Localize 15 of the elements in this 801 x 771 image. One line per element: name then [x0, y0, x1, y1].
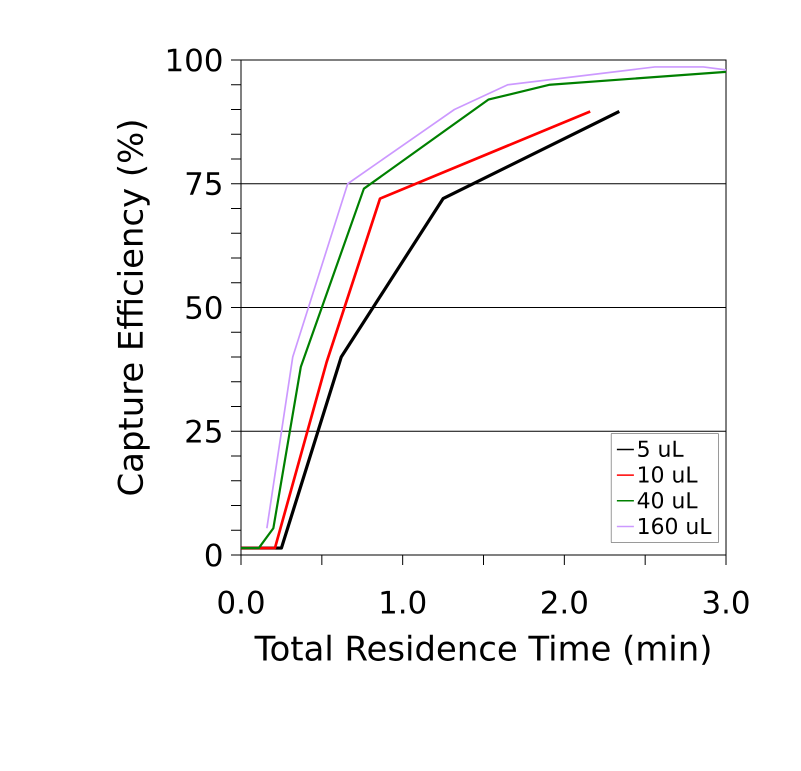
legend-label: 160 uL	[639, 518, 712, 534]
y-tick-label: 75	[186, 172, 221, 196]
x-tick-label: 3.0	[704, 590, 749, 614]
legend-label: 5 uL	[638, 440, 684, 458]
x-tick-label: 1.0	[382, 590, 426, 614]
x-tick-label: 2.0	[542, 590, 587, 614]
y-tick-label: 50	[186, 296, 222, 320]
x-axis-title: Total Residence Time (min)	[254, 634, 710, 665]
legend-label: 40 uL	[638, 492, 698, 509]
legend-label: 10 uL	[639, 466, 698, 483]
y-tick-label: 25	[186, 420, 221, 443]
x-tick-label: 0.0	[218, 590, 264, 614]
y-axis-title: Capture Efficiency (%)	[116, 121, 150, 495]
y-tick-label: 100	[168, 48, 222, 72]
y-tick-label: 0	[206, 543, 222, 567]
